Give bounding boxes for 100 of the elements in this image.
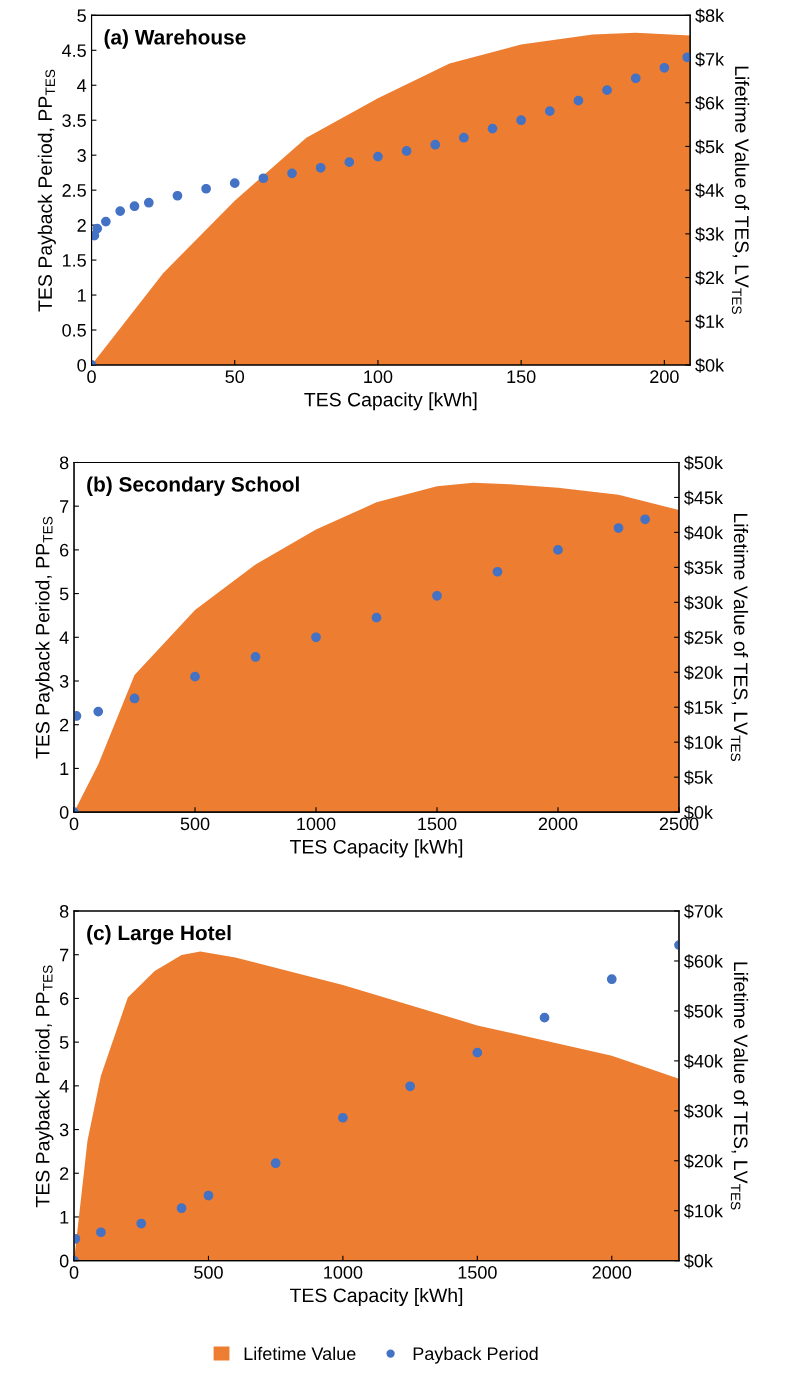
y2-axis-title: Lifetime Value of TES, LV$_{TES}$	[730, 513, 749, 762]
y-tick-label: 1	[78, 289, 86, 302]
point	[602, 85, 612, 96]
point	[371, 612, 382, 623]
point	[492, 566, 503, 577]
y2-tick-label: $45k	[684, 490, 724, 506]
point	[311, 632, 321, 643]
y2-tick-label: $8k	[695, 8, 725, 24]
y2-tick-label: $7k	[695, 52, 725, 67]
point	[258, 173, 269, 184]
y-tick-label: 3	[77, 149, 86, 162]
point	[250, 652, 261, 662]
legend-label: Lifetime Value	[244, 1346, 356, 1361]
y-tick-label: 2	[77, 219, 86, 232]
y2-axis-title: Lifetime Value of TES, LV$_{TES}$	[731, 66, 750, 314]
point	[338, 1112, 348, 1123]
point	[143, 197, 154, 208]
x-axis-title: TES Capacity [kWh]	[304, 392, 477, 411]
y-tick-label: 0	[77, 358, 86, 372]
point	[93, 706, 104, 717]
point	[129, 693, 140, 704]
y-tick-label: 8	[59, 456, 69, 470]
y-tick-label: 3	[59, 674, 69, 688]
y-tick-label: 0.5	[62, 323, 86, 337]
y2-tick-label: $20k	[684, 1153, 724, 1169]
y-tick-label: 3.5	[62, 114, 86, 127]
y-axis-title: TES Payback Period, PP$_{TES}$	[35, 516, 54, 759]
x-tick-label: 0	[87, 370, 96, 384]
point	[229, 178, 240, 189]
y-axis-title: TES Payback Period, PP$_{TES}$	[35, 965, 54, 1208]
y2-tick-label: $35k	[684, 560, 724, 576]
x-axis-title: TES Capacity [kWh]	[289, 839, 463, 858]
point	[190, 671, 200, 682]
y2-tick-label: $1k	[695, 314, 725, 330]
y2-tick-label: $10k	[684, 1203, 724, 1219]
y-tick-label: 7	[60, 948, 69, 962]
y-tick-label: 5	[59, 1036, 69, 1049]
y-tick-label: 6	[60, 992, 69, 1006]
point	[472, 1047, 483, 1058]
y2-tick-label: $15k	[684, 700, 724, 716]
y2-tick-label: $50k	[684, 1004, 724, 1019]
y2-tick-label: $2k	[695, 270, 725, 286]
y2-tick-label: $0k	[695, 358, 725, 373]
x-tick-label: 500	[194, 1266, 223, 1279]
point	[92, 223, 103, 234]
point	[270, 1158, 281, 1169]
x-tick-label: 1000	[297, 817, 336, 831]
point	[115, 206, 126, 216]
y2-tick-label: $10k	[684, 735, 724, 750]
point	[373, 151, 383, 162]
y2-tick-label: $40k	[684, 1054, 724, 1069]
x-tick-label: 200	[650, 370, 679, 384]
x-tick-label: 100	[364, 370, 393, 384]
y2-tick-label: $5k	[684, 770, 713, 785]
point	[344, 157, 355, 168]
y-tick-label: 6	[60, 543, 69, 557]
point	[539, 1012, 550, 1023]
y2-tick-label: $25k	[684, 630, 724, 646]
point	[401, 146, 412, 156]
y-tick-label: 0	[59, 806, 69, 819]
y-tick-label: 8	[59, 904, 69, 918]
y2-tick-label: $40k	[684, 525, 724, 541]
y-tick-label: 1	[60, 762, 69, 775]
point	[405, 1081, 415, 1092]
point	[553, 545, 563, 555]
y2-tick-label: $0k	[684, 1253, 713, 1269]
y2-tick-label: $20k	[684, 665, 724, 681]
text: (b) Secondary School	[87, 476, 299, 496]
text: (a) Warehouse	[104, 29, 246, 49]
y-tick-label: 3	[59, 1123, 69, 1137]
y2-tick-label: $4k	[695, 183, 725, 198]
y2-tick-label: $30k	[684, 595, 724, 611]
y-tick-label: 2	[60, 1167, 69, 1180]
point	[682, 52, 691, 63]
point	[176, 1203, 187, 1214]
point	[487, 123, 498, 134]
y2-tick-label: $50k	[684, 455, 724, 471]
point	[172, 190, 183, 201]
point	[459, 132, 469, 143]
text: (c) Large Hotel	[87, 925, 231, 945]
y-tick-label: 7	[60, 500, 69, 513]
y-tick-label: 4	[59, 1079, 69, 1093]
y2-tick-label: $70k	[684, 904, 724, 919]
y-tick-label: 4.5	[62, 44, 86, 58]
y2-tick-label: $3k	[695, 227, 725, 242]
y-tick-label: 4	[77, 79, 87, 92]
point	[287, 168, 297, 179]
point	[659, 62, 670, 73]
y-tick-label: 0	[59, 1254, 69, 1268]
y-tick-label: 5	[77, 9, 86, 23]
x-tick-label: 150	[507, 370, 536, 384]
x-tick-label: 2000	[538, 817, 578, 831]
y-tick-label: 4	[59, 631, 69, 644]
x-tick-label: 50	[225, 370, 245, 384]
y-axis-title: TES Payback Period, PP$_{TES}$	[37, 69, 56, 312]
y2-tick-label: $5k	[695, 139, 725, 155]
point	[544, 106, 555, 116]
y-tick-label: 5	[59, 587, 69, 601]
y-tick-label: 1.5	[62, 254, 86, 267]
point	[129, 201, 140, 212]
